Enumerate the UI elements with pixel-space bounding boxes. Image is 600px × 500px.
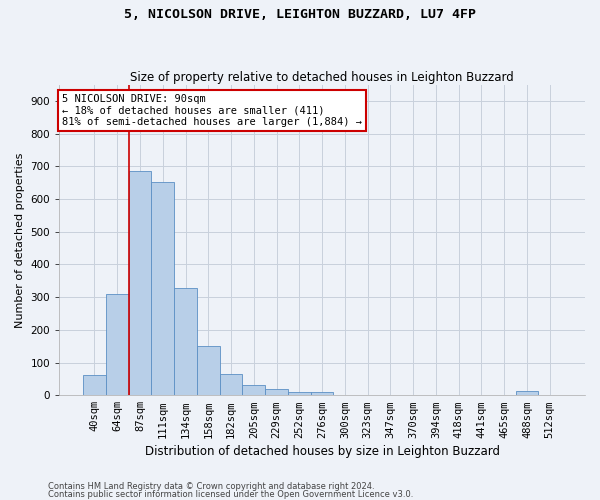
Text: Contains HM Land Registry data © Crown copyright and database right 2024.: Contains HM Land Registry data © Crown c… bbox=[48, 482, 374, 491]
Bar bbox=[174, 288, 197, 395]
Bar bbox=[265, 390, 288, 395]
Bar bbox=[106, 294, 128, 395]
Text: 5 NICOLSON DRIVE: 90sqm
← 18% of detached houses are smaller (411)
81% of semi-d: 5 NICOLSON DRIVE: 90sqm ← 18% of detache… bbox=[62, 94, 362, 127]
Bar bbox=[288, 392, 311, 395]
Bar bbox=[220, 374, 242, 395]
Title: Size of property relative to detached houses in Leighton Buzzard: Size of property relative to detached ho… bbox=[130, 70, 514, 84]
Text: 5, NICOLSON DRIVE, LEIGHTON BUZZARD, LU7 4FP: 5, NICOLSON DRIVE, LEIGHTON BUZZARD, LU7… bbox=[124, 8, 476, 20]
Bar bbox=[151, 182, 174, 395]
Bar bbox=[515, 392, 538, 395]
Y-axis label: Number of detached properties: Number of detached properties bbox=[15, 152, 25, 328]
Bar bbox=[311, 392, 334, 395]
Bar bbox=[128, 171, 151, 395]
Bar bbox=[197, 346, 220, 395]
Bar bbox=[242, 386, 265, 395]
X-axis label: Distribution of detached houses by size in Leighton Buzzard: Distribution of detached houses by size … bbox=[145, 444, 500, 458]
Bar bbox=[83, 375, 106, 395]
Text: Contains public sector information licensed under the Open Government Licence v3: Contains public sector information licen… bbox=[48, 490, 413, 499]
